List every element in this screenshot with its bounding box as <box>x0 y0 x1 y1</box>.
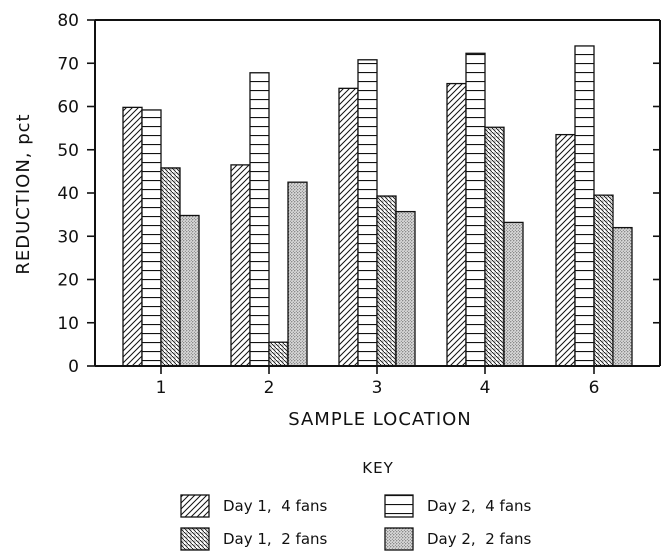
y-tick-label-60: 60 <box>57 98 79 118</box>
bar-3-6 <box>593 194 614 367</box>
y-tick-label-40: 40 <box>57 184 79 204</box>
y-tick-label-20: 20 <box>57 271 79 291</box>
legend-swatch-1 <box>180 494 210 518</box>
bar-3-2 <box>268 341 289 367</box>
bar-4-6 <box>612 226 633 367</box>
legend-label-1: Day 1, 4 fans <box>223 497 328 515</box>
bar-1-1 <box>122 106 143 367</box>
legend-label-4: Day 2, 2 fans <box>427 530 532 548</box>
bar-3-3 <box>376 195 397 367</box>
bar-2-1 <box>141 109 162 367</box>
y-tick-label-30: 30 <box>57 227 79 247</box>
x-tick-label-4: 4 <box>480 378 491 398</box>
x-tick-label-3: 3 <box>372 378 383 398</box>
legend: KEY Day 1, 4 fans Day 2, 4 fans Day 1, 2 f… <box>180 459 532 551</box>
legend-swatch-2 <box>384 494 414 518</box>
bar-1-6 <box>555 133 576 367</box>
plot-area <box>122 45 633 367</box>
x-tick-label-1: 1 <box>156 378 167 398</box>
bar-1-3 <box>338 87 359 367</box>
bar-2-2 <box>249 72 270 367</box>
x-tick-label-6: 6 <box>589 378 600 398</box>
x-tick-label-2: 2 <box>264 378 275 398</box>
bar-4-4 <box>503 221 524 367</box>
y-tick-label-50: 50 <box>57 141 79 161</box>
bar-2-4 <box>465 52 486 367</box>
bar-2-3 <box>357 59 378 367</box>
legend-title: KEY <box>362 459 393 477</box>
y-axis-title: REDUCTION, pct <box>13 113 34 274</box>
bar-2-6 <box>574 45 595 367</box>
legend-label-2: Day 2, 4 fans <box>427 497 532 515</box>
bar-3-1 <box>160 167 181 367</box>
y-tick-label-0: 0 <box>68 357 79 377</box>
bar-4-3 <box>395 210 416 367</box>
bar-4-2 <box>287 181 308 367</box>
x-axis-title: SAMPLE LOCATION <box>288 409 472 430</box>
y-tick-label-70: 70 <box>57 54 79 74</box>
legend-swatch-3 <box>180 527 210 551</box>
bar-4-1 <box>179 214 200 367</box>
bar-1-2 <box>230 164 251 367</box>
legend-swatch-4 <box>384 527 414 551</box>
y-tick-label-10: 10 <box>57 314 79 334</box>
legend-label-3: Day 1, 2 fans <box>223 530 328 548</box>
axes: 0 10 20 30 40 50 60 70 80 1 2 3 4 6 <box>57 11 661 398</box>
bar-1-4 <box>446 82 467 367</box>
y-tick-label-80: 80 <box>57 11 79 31</box>
bar-3-4 <box>484 126 505 367</box>
